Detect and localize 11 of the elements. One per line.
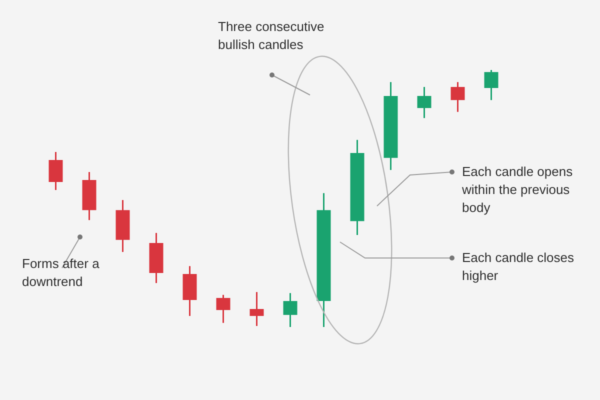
annotation: Each candle opens within the previous body xyxy=(462,163,574,217)
candlestick xyxy=(484,69,498,101)
candlestick xyxy=(216,294,230,324)
candlestick xyxy=(250,291,264,327)
candlestick xyxy=(450,81,465,113)
candlestick xyxy=(48,151,63,191)
annotation: Each candle closes higher xyxy=(462,249,576,285)
annotation: Forms after a downtrend xyxy=(22,255,100,291)
text: Three consecutive bullish candles xyxy=(218,18,326,54)
candlestick xyxy=(283,292,298,328)
candlestick xyxy=(417,86,432,119)
